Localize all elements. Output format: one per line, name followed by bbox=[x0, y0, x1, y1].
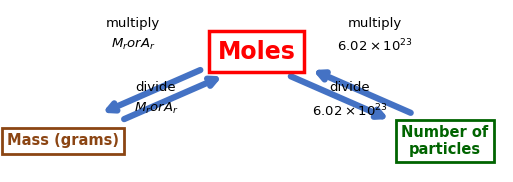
Text: divide: divide bbox=[329, 81, 370, 94]
Text: Moles: Moles bbox=[218, 40, 295, 64]
Text: $M_r orA_r$: $M_r orA_r$ bbox=[111, 37, 155, 52]
Text: $6.02\times10^{23}$: $6.02\times10^{23}$ bbox=[311, 102, 387, 119]
Text: $M_r orA_r$: $M_r orA_r$ bbox=[134, 101, 178, 116]
Text: $6.02\times10^{23}$: $6.02\times10^{23}$ bbox=[337, 38, 412, 55]
Text: divide: divide bbox=[135, 81, 176, 94]
Text: multiply: multiply bbox=[347, 17, 402, 30]
Text: multiply: multiply bbox=[106, 17, 161, 30]
Text: Mass (grams): Mass (grams) bbox=[7, 133, 119, 149]
Text: Number of
particles: Number of particles bbox=[401, 125, 489, 157]
